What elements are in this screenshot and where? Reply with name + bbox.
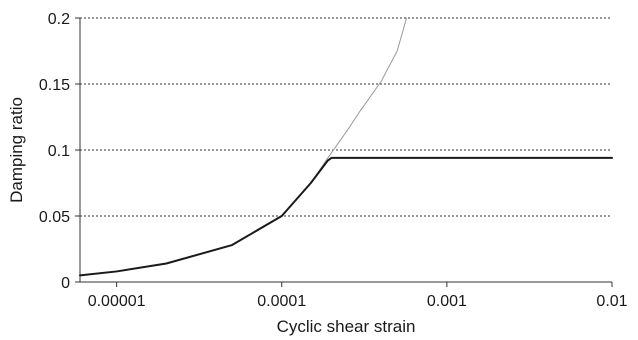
y-tick-label: 0.05 (39, 209, 70, 226)
x-tick-label: 0.001 (427, 293, 467, 310)
axes (75, 17, 613, 287)
y-axis-title: Damping ratio (7, 97, 26, 203)
x-tick-label: 0.01 (596, 293, 627, 310)
tick-labels: 0 0.05 0.1 0.15 0.2 0.00001 0.0001 0.001 0.01 (39, 11, 628, 310)
series-lines (79, 17, 613, 277)
series-line-2 (79, 156, 613, 277)
y-tick-label: 0.15 (39, 77, 70, 94)
x-tick-label: 0.0001 (257, 293, 306, 310)
y-tick-label: 0 (61, 275, 70, 292)
y-tick-label: 0.1 (48, 143, 70, 160)
y-tick-label: 0.2 (48, 11, 70, 28)
series-line-1 (79, 17, 408, 276)
x-tick-label: 0.00001 (88, 293, 146, 310)
gridlines (80, 17, 612, 217)
x-axis-title: Cyclic shear strain (277, 317, 416, 336)
